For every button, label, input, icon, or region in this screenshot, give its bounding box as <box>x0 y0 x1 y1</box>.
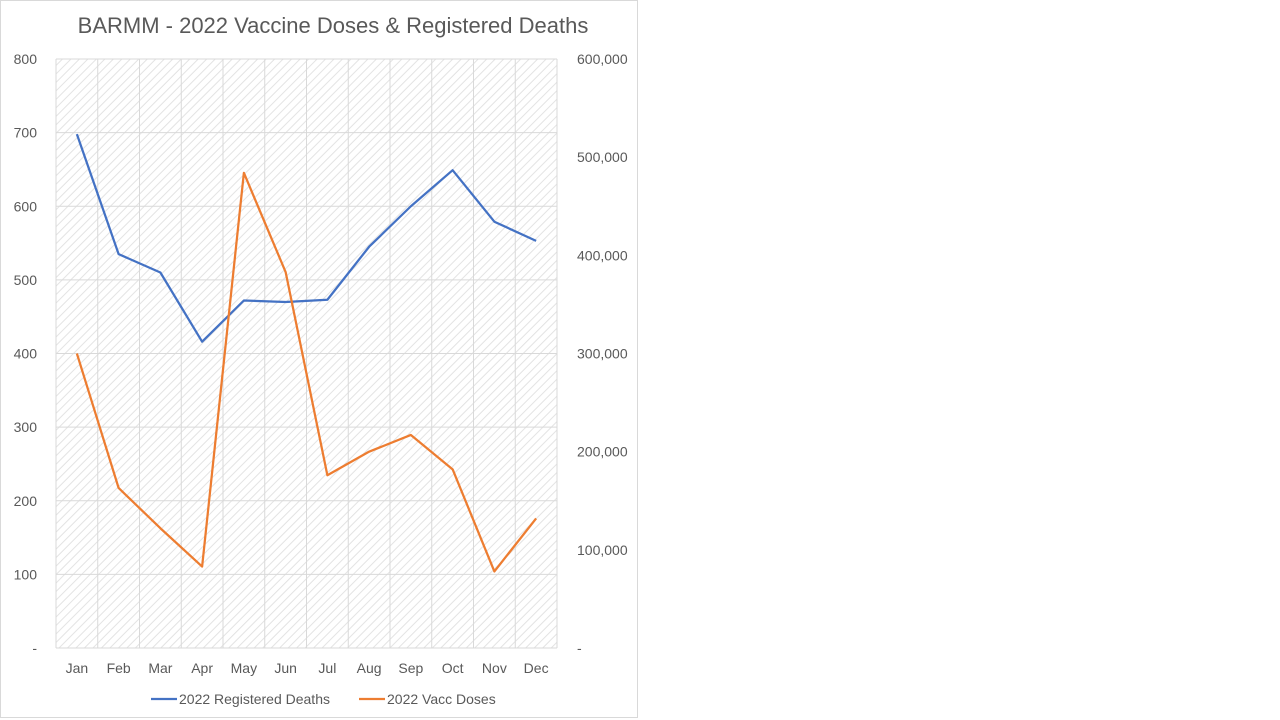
series-layer <box>75 133 538 573</box>
x-tick-label: Dec <box>524 660 549 676</box>
left-tick-label: 600 <box>14 198 38 214</box>
x-tick-label: Oct <box>442 660 464 676</box>
left-tick-label: 700 <box>14 125 38 141</box>
left-tick-label: 800 <box>14 51 38 67</box>
left-tick-label: 200 <box>14 493 38 509</box>
right-tick-label: 200,000 <box>577 444 628 460</box>
x-tick-label: Feb <box>107 660 131 676</box>
category-grid-lines <box>55 59 558 648</box>
legend: 2022 Registered Deaths 2022 Vacc Doses <box>151 691 496 707</box>
left-tick-label: 300 <box>14 419 38 435</box>
right-tick-label: 600,000 <box>577 51 628 67</box>
left-tick-label: - <box>32 640 37 656</box>
x-tick-label: Aug <box>357 660 382 676</box>
left-tick-label: 100 <box>14 566 38 582</box>
x-tick-label: Jan <box>66 660 89 676</box>
right-tick-label: 300,000 <box>577 346 628 362</box>
x-tick-label: Jul <box>318 660 336 676</box>
chart-frame: BARMM - 2022 Vaccine Doses & Registered … <box>0 0 638 718</box>
legend-label: 2022 Registered Deaths <box>179 691 330 707</box>
x-tick-label: Apr <box>191 660 213 676</box>
right-axis: - 100,000 200,000 300,000 400,000 500,000 600,… <box>577 51 628 656</box>
series-line-2022-vacc-doses <box>75 171 538 573</box>
series-line-2022-registered-deaths <box>75 133 537 343</box>
right-tick-label: - <box>577 640 582 656</box>
right-tick-label: 100,000 <box>577 542 628 558</box>
left-tick-label: 500 <box>14 272 38 288</box>
x-tick-label: Jun <box>274 660 297 676</box>
x-tick-label: Nov <box>482 660 507 676</box>
legend-label: 2022 Vacc Doses <box>387 691 496 707</box>
x-tick-label: May <box>231 660 257 676</box>
chart-svg: BARMM - 2022 Vaccine Doses & Registered … <box>14 13 628 707</box>
left-tick-label: 400 <box>14 346 38 362</box>
chart-title: BARMM - 2022 Vaccine Doses & Registered … <box>78 13 589 38</box>
right-tick-label: 500,000 <box>577 149 628 165</box>
x-tick-label: Mar <box>148 660 172 676</box>
right-tick-label: 400,000 <box>577 247 628 263</box>
x-tick-label: Sep <box>398 660 423 676</box>
x-axis: Jan Feb Mar Apr May Jun Jul Aug Sep Oct Nov Dec <box>56 647 557 676</box>
left-axis: - 100 200 300 400 500 600 700 800 <box>14 51 38 656</box>
